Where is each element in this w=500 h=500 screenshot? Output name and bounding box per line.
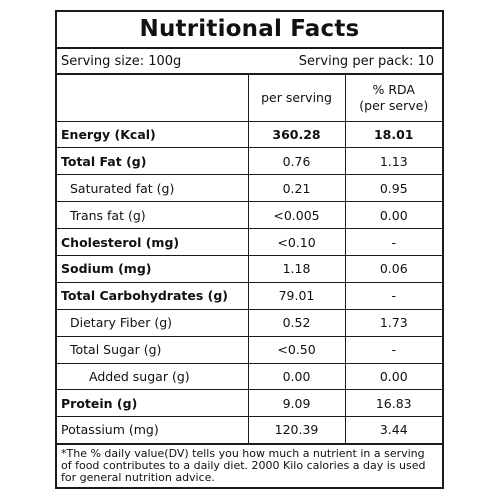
rda-value: 0.00	[344, 363, 442, 391]
nutrient-name: Protein (g)	[57, 389, 248, 418]
table-row: Potassium (mg) 120.39 3.44	[57, 416, 442, 445]
rda-value: 0.95	[344, 174, 442, 203]
page-title: Nutritional Facts	[57, 12, 442, 49]
table-row: Sodium (mg) 1.18 0.06	[57, 255, 442, 283]
nutrient-name: Energy (Kcal)	[57, 121, 248, 149]
rda-value: 0.00	[344, 201, 442, 230]
header-rda: % RDA (per serve)	[344, 75, 442, 122]
table-row: Total Sugar (g) <0.50 -	[57, 336, 442, 364]
per-serving-value: 0.76	[247, 147, 345, 176]
table-row: Energy (Kcal) 360.28 18.01	[57, 121, 442, 149]
per-serving-value: 1.18	[247, 255, 345, 283]
rda-value: 3.44	[344, 416, 442, 445]
per-serving-value: 0.52	[247, 309, 345, 337]
table-row: Trans fat (g) <0.005 0.00	[57, 201, 442, 230]
header-per-serving: per serving	[247, 75, 345, 122]
table-row: Total Fat (g) 0.76 1.13	[57, 147, 442, 176]
serving-per-pack: Serving per pack: 10	[298, 53, 434, 69]
table-row: Cholesterol (mg) <0.10 -	[57, 228, 442, 256]
table-row: Added sugar (g) 0.00 0.00	[57, 363, 442, 391]
per-serving-value: 9.09	[247, 389, 345, 418]
serving-size: Serving size: 100g	[61, 53, 182, 69]
per-serving-value: <0.50	[247, 336, 345, 364]
footnote: *The % daily value(DV) tells you how muc…	[61, 446, 426, 485]
nutrient-name: Potassium (mg)	[57, 416, 248, 445]
rda-value: 1.73	[344, 309, 442, 337]
nutrient-name: Dietary Fiber (g)	[57, 309, 248, 337]
header-nutrient	[57, 75, 248, 122]
per-serving-value: 79.01	[247, 282, 345, 310]
table-row: Dietary Fiber (g) 0.52 1.73	[57, 309, 442, 337]
rda-value: -	[344, 282, 442, 310]
nutrient-name: Cholesterol (mg)	[57, 228, 248, 256]
per-serving-value: 0.00	[247, 363, 345, 391]
table-row: Protein (g) 9.09 16.83	[57, 389, 442, 418]
rda-value: 18.01	[344, 121, 442, 149]
rda-value: 1.13	[344, 147, 442, 176]
nutrient-name: Total Carbohydrates (g)	[57, 282, 248, 310]
nutrient-name: Added sugar (g)	[57, 363, 248, 391]
per-serving-value: <0.10	[247, 228, 345, 256]
rda-value: -	[344, 336, 442, 364]
serving-info: Serving size: 100g Serving per pack: 10	[57, 49, 442, 75]
nutrient-name: Sodium (mg)	[57, 255, 248, 283]
nutrient-name: Saturated fat (g)	[57, 174, 248, 203]
nutrition-facts-panel: Nutritional Facts Serving size: 100g Ser…	[55, 10, 444, 489]
header-rda-line2: (per serve)	[359, 97, 429, 113]
nutrient-name: Trans fat (g)	[57, 201, 248, 230]
rda-value: 16.83	[344, 389, 442, 418]
nutrient-name: Total Sugar (g)	[57, 336, 248, 364]
rda-value: -	[344, 228, 442, 256]
rda-value: 0.06	[344, 255, 442, 283]
per-serving-value: 0.21	[247, 174, 345, 203]
table-row: Total Carbohydrates (g) 79.01 -	[57, 282, 442, 310]
table-header-row: per serving % RDA (per serve)	[57, 75, 442, 122]
nutrition-table: per serving % RDA (per serve) Energy (Kca…	[57, 75, 442, 445]
per-serving-value: 360.28	[247, 121, 345, 149]
per-serving-value: 120.39	[247, 416, 345, 445]
header-rda-line1: % RDA	[372, 81, 415, 97]
nutrient-name: Total Fat (g)	[57, 147, 248, 176]
per-serving-value: <0.005	[247, 201, 345, 230]
table-row: Saturated fat (g) 0.21 0.95	[57, 174, 442, 203]
